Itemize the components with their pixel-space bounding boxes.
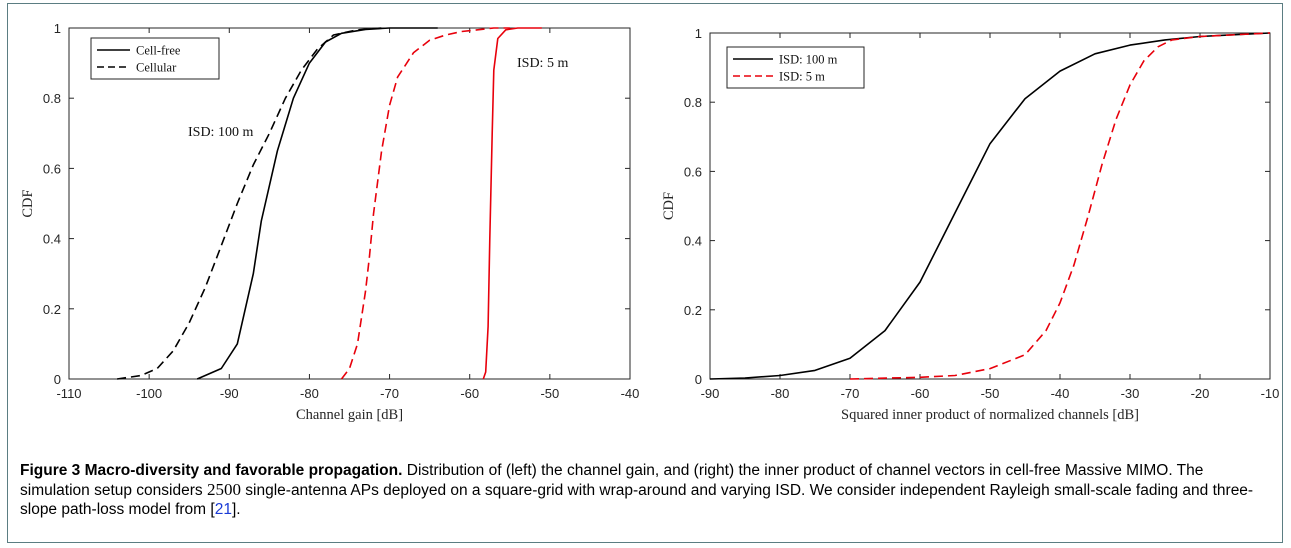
chart2-y-tick-label: 1 [695, 26, 702, 41]
chart1-annotation-2: ISD: 5 m [517, 56, 568, 71]
chart1-y-tick-label: 0.2 [43, 302, 61, 317]
chart1-x-tick-label: -100 [136, 386, 162, 401]
chart1-x-tick-label: -70 [380, 386, 399, 401]
chart2-x-tick-label: -70 [841, 386, 860, 401]
chart1-series-line-4 [340, 27, 510, 380]
chart1-x-tick-label: -60 [460, 386, 479, 401]
caption-title: Macro-diversity and favorable propagatio… [84, 462, 403, 479]
chart1-y-axis-label: CDF [20, 189, 36, 217]
chart2-legend-box [726, 46, 865, 89]
chart2-y-tick-label: 0.8 [684, 95, 702, 110]
chart2-x-tick-label: -10 [1261, 386, 1280, 401]
caption-text-3: ]. [231, 501, 241, 518]
chart1-x-tick-label: -110 [56, 386, 81, 401]
caption-text-1: Distribution of (left) the channel gain,… [20, 462, 1204, 499]
chart2-x-tick-label: -60 [911, 386, 930, 401]
caption-label: Figure 3 [20, 462, 81, 479]
chart1-y-tick-label: 0.6 [43, 161, 61, 176]
chart2-legend-label-1: ISD: 100 m [779, 53, 838, 67]
chart2-legend-label-2: ISD: 5 m [779, 70, 825, 84]
chart1-x-tick-label: -40 [621, 386, 640, 401]
caption-number: 2500 [206, 480, 241, 499]
chart2-series-line-2 [849, 32, 1271, 380]
chart1-legend-label-2: Cellular [136, 61, 177, 75]
chart2-y-axis-label: CDF [661, 192, 677, 220]
chart1-y-tick-label: 0.8 [43, 91, 61, 106]
chart2-y-tick-label: 0.4 [684, 234, 702, 249]
chart2-plot-area [709, 32, 1271, 380]
chart2-x-tick-label: -30 [1121, 386, 1140, 401]
chart2-y-tick-label: 0.6 [684, 164, 702, 179]
chart1-legend-box [90, 37, 220, 80]
chart1-legend-label-1: Cell-free [136, 44, 181, 58]
chart1-series-line-3 [482, 27, 542, 380]
chart1-y-tick-label: 0 [54, 372, 61, 387]
chart2-y-tick-label: 0 [695, 372, 702, 387]
chart1-y-tick-label: 0.4 [43, 232, 61, 247]
chart1-series-line-1 [196, 27, 438, 380]
chart1-series-line-2 [116, 27, 382, 380]
chart1-x-tick-label: -90 [220, 386, 239, 401]
chart1-annotation-1: ISD: 100 m [188, 125, 253, 140]
chart2-x-tick-label: -50 [981, 386, 1000, 401]
chart2-x-tick-label: -80 [771, 386, 790, 401]
chart2-x-tick-label: -20 [1191, 386, 1210, 401]
chart2-series-line-1 [709, 32, 1271, 380]
chart1-plot-area [68, 27, 631, 380]
chart2-x-tick-label: -90 [701, 386, 720, 401]
chart1-x-tick-label: -80 [300, 386, 319, 401]
chart2-y-tick-label: 0.2 [684, 303, 702, 318]
chart1-x-axis-label: Channel gain [dB] [296, 407, 403, 423]
chart2-x-axis-label: Squared inner product of normalized chan… [841, 407, 1139, 423]
chart1-y-tick-label: 1 [54, 21, 61, 36]
chart2-x-tick-label: -40 [1051, 386, 1070, 401]
caption-text-2: single-antenna APs deployed on a square-… [20, 482, 1254, 518]
chart1-x-tick-label: -50 [540, 386, 559, 401]
caption-citation-link[interactable]: 21 [214, 501, 232, 518]
figure-caption: Figure 3 Macro-diversity and favorable p… [20, 461, 1270, 519]
